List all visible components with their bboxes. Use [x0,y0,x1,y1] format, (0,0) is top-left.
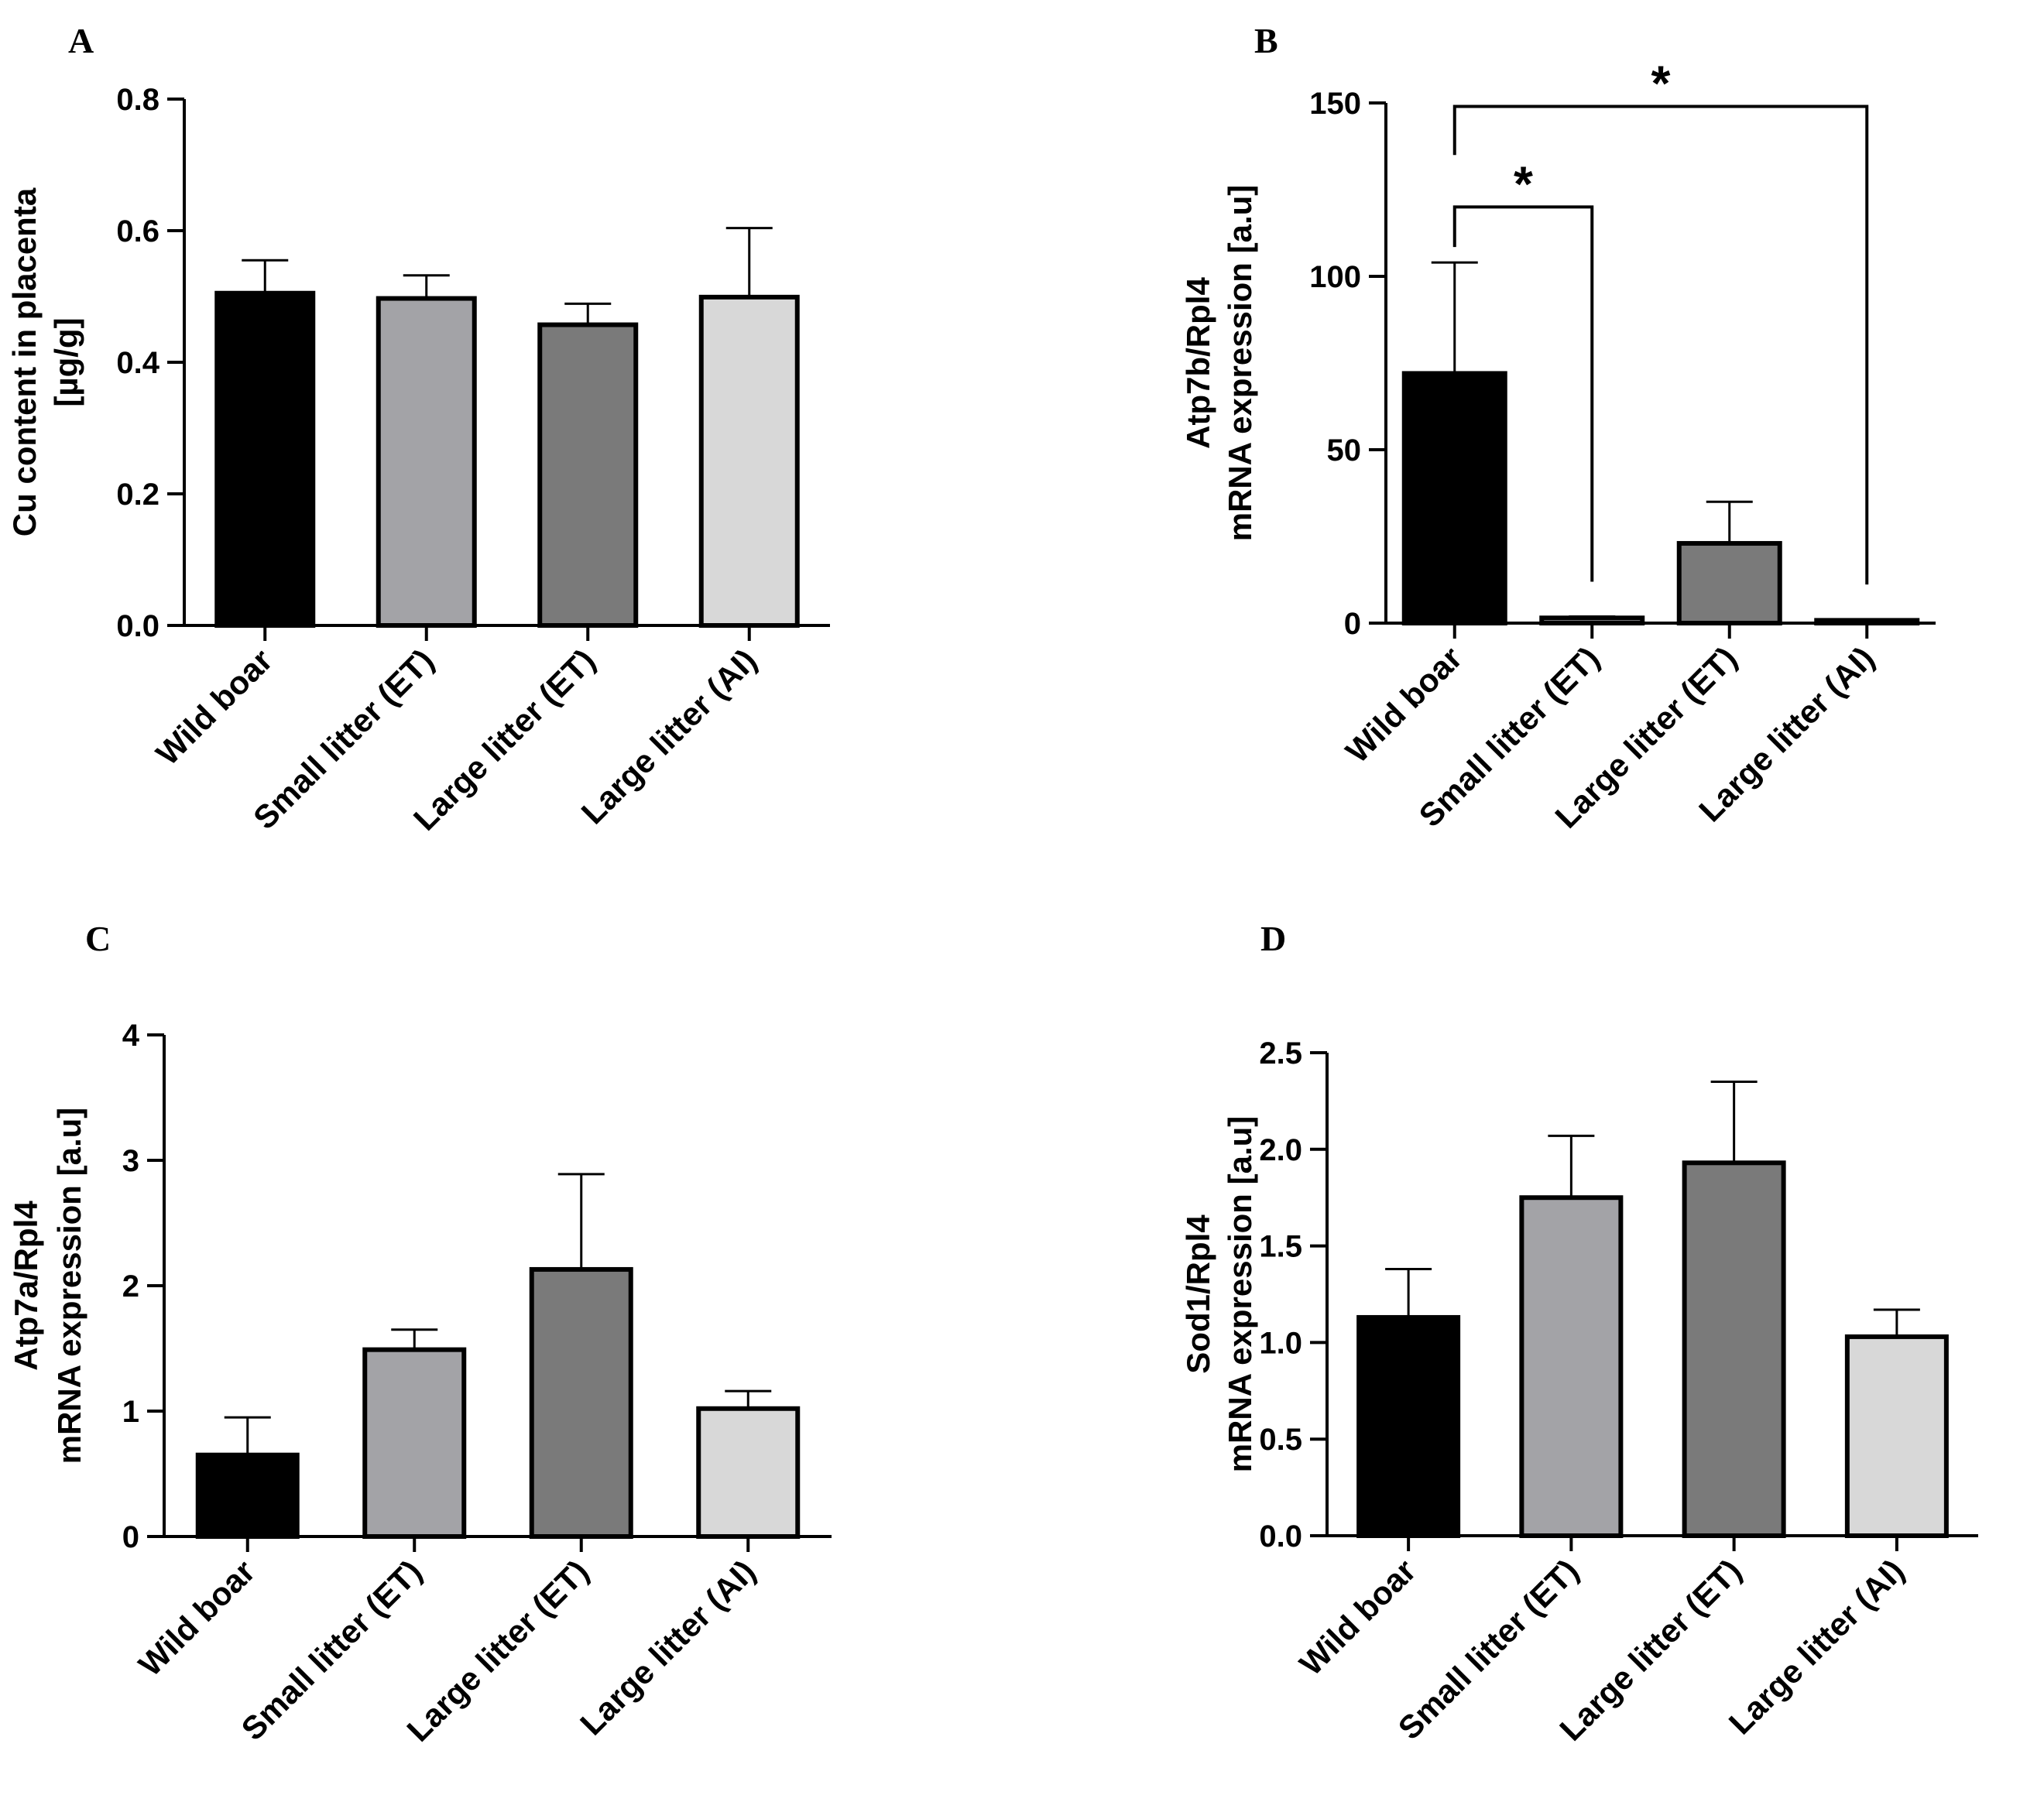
bar-4 [1814,618,1920,626]
y-tick-label: 0.2 [116,478,159,512]
panel-c: C 0 1 2 3 4 Atp7a/Rpl4 mRNA expression [a.u] Wil… [8,919,832,1749]
y-tick-label: 4 [122,1019,140,1053]
y-axis-label-line-2: mRNA expression [a.u] [1222,1116,1258,1473]
category-label: Large litter (AI) [1722,1552,1911,1741]
category-label: Large litter (AI) [574,642,763,831]
bar-4 [698,294,800,628]
y-tick-label: 1 [122,1395,139,1429]
bar-1 [1401,371,1507,625]
category-label: Large litter (ET) [400,1553,595,1749]
panel-letter-b: B [1254,21,1278,60]
panel-letter-c: C [85,919,111,958]
category-label: Large litter (AI) [573,1553,762,1742]
y-axis-label-line-1: Sod1/Rpl4 [1180,1214,1216,1374]
y-tick-label: 2.5 [1259,1036,1302,1071]
significance-asterisk: * [1651,55,1671,111]
y-axis-label-line-2: mRNA expression [a.u] [1222,185,1258,542]
y-tick-label: 2 [122,1269,139,1304]
y-tick-label: 0.6 [116,214,159,248]
bar-1 [1356,1314,1461,1539]
category-label: Large litter (ET) [1552,1552,1748,1748]
bar-2 [1539,615,1645,626]
significance-bracket [1452,205,1594,582]
y-tick-label: 0.8 [116,83,159,117]
bar-2 [1519,1195,1624,1538]
y-tick-label: 0.4 [116,346,159,380]
category-label: Wild boar [132,1553,262,1683]
significance-bracket [1452,104,1869,585]
bar-3 [1676,540,1782,626]
bar-1 [195,1452,300,1539]
y-tick-label: 0.0 [1259,1519,1302,1554]
bar-4 [696,1406,801,1540]
y-axis-label-line-2: mRNA expression [a.u] [51,1108,87,1465]
y-tick-label: 0.5 [1259,1423,1302,1457]
bar-1 [214,290,316,628]
panel-d: D 0.0 0.5 1.0 1.5 2.0 2.5 Sod1/Rpl4 mRNA express… [1180,919,1978,1748]
y-tick-label: 1.5 [1259,1230,1302,1264]
bar-2 [376,296,477,628]
y-axis-label-line-2: [µg/g] [48,317,84,406]
y-axis-label-line-1: Atp7b/Rpl4 [1180,277,1216,449]
category-label: Wild boar [1292,1552,1422,1682]
panel-letter-d: D [1260,919,1286,958]
y-axis-label-line-1: Atp7a/Rpl4 [8,1201,44,1371]
category-label: Wild boar [1339,639,1469,769]
y-tick-label: 0 [122,1520,139,1554]
bar-2 [362,1347,467,1539]
significance-asterisk: * [1514,156,1533,211]
y-tick-label: 100 [1309,260,1361,294]
panel-b: B 0 50 100 150 Atp7b/Rpl4 mRNA expression [a.u… [1180,21,1936,835]
y-tick-label: 2.0 [1259,1133,1302,1167]
y-tick-label: 0 [1344,607,1361,641]
panel-letter-a: A [68,21,94,60]
panel-a: A 0.0 0.2 0.4 0.6 0.8 Cu content in placenta [µ… [6,21,830,838]
y-tick-label: 3 [122,1144,139,1178]
y-tick-label: 0.0 [116,609,159,643]
category-label: Small litter (ET) [235,1553,429,1747]
bar-3 [529,1266,633,1539]
bar-4 [1844,1334,1949,1538]
y-axis-label-line-1: Cu content in placenta [6,187,43,536]
bar-3 [1682,1160,1786,1538]
category-label: Wild boar [149,642,279,772]
y-tick-label: 150 [1309,87,1361,121]
bar-3 [537,322,639,628]
y-tick-label: 50 [1327,433,1362,468]
y-tick-label: 1.0 [1259,1326,1302,1360]
